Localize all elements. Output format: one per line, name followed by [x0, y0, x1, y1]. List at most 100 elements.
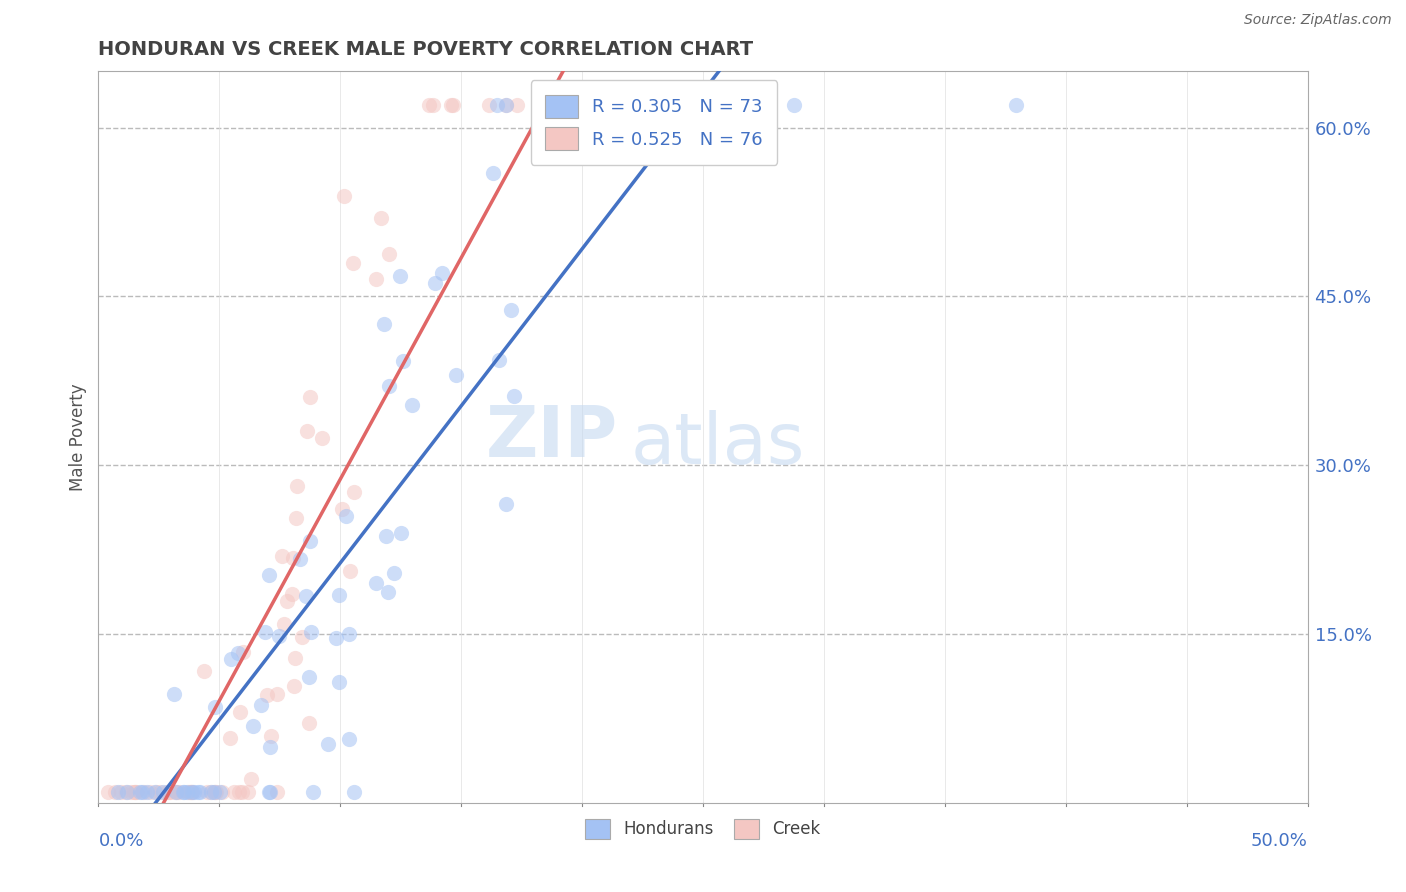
Point — [281, 550, 304, 565]
Point — [250, 698, 273, 713]
Point — [495, 98, 517, 112]
Point — [382, 566, 405, 580]
Point — [219, 731, 242, 745]
Point — [392, 354, 415, 368]
Point — [125, 784, 148, 798]
Legend: Hondurans, Creek: Hondurans, Creek — [579, 812, 827, 846]
Y-axis label: Male Poverty: Male Poverty — [69, 384, 87, 491]
Point — [364, 576, 387, 591]
Point — [270, 549, 292, 563]
Point — [259, 784, 281, 798]
Point — [294, 589, 316, 603]
Point — [343, 784, 366, 798]
Point — [291, 630, 314, 644]
Point — [131, 784, 153, 798]
Point — [602, 98, 624, 112]
Point — [375, 528, 398, 542]
Point — [298, 716, 321, 731]
Point — [253, 625, 276, 640]
Point — [267, 630, 290, 644]
Point — [378, 247, 401, 261]
Point — [120, 784, 142, 798]
Point — [204, 700, 226, 714]
Point — [325, 631, 347, 645]
Point — [231, 784, 253, 798]
Point — [197, 784, 219, 798]
Point — [332, 189, 354, 203]
Point — [204, 784, 226, 798]
Point — [506, 98, 529, 112]
Point — [575, 98, 598, 112]
Point — [389, 269, 412, 284]
Point — [607, 98, 630, 112]
Point — [482, 166, 505, 180]
Point — [179, 784, 201, 798]
Point — [259, 784, 281, 798]
Text: HONDURAN VS CREEK MALE POVERTY CORRELATION CHART: HONDURAN VS CREEK MALE POVERTY CORRELATI… — [98, 39, 754, 59]
Point — [242, 719, 264, 733]
Point — [488, 353, 510, 368]
Point — [499, 302, 522, 317]
Point — [423, 276, 446, 290]
Point — [337, 732, 360, 747]
Point — [373, 317, 395, 331]
Point — [211, 784, 233, 798]
Point — [239, 772, 262, 786]
Point — [163, 686, 186, 700]
Point — [589, 98, 612, 112]
Point — [439, 98, 461, 112]
Point — [257, 567, 280, 582]
Point — [229, 706, 252, 720]
Point — [180, 784, 202, 798]
Text: atlas: atlas — [630, 410, 804, 479]
Point — [529, 98, 551, 112]
Point — [266, 784, 288, 798]
Point — [285, 478, 308, 492]
Point — [339, 564, 361, 578]
Point — [328, 588, 350, 602]
Point — [302, 784, 325, 798]
Point — [377, 585, 399, 599]
Point — [700, 98, 723, 112]
Point — [401, 398, 423, 412]
Point — [135, 784, 157, 798]
Point — [418, 98, 440, 112]
Point — [571, 98, 593, 112]
Point — [342, 256, 364, 270]
Point — [335, 508, 357, 523]
Point — [364, 272, 387, 286]
Point — [155, 784, 177, 798]
Point — [172, 784, 194, 798]
Point — [582, 98, 605, 112]
Point — [202, 784, 225, 798]
Point — [370, 211, 392, 225]
Point — [1005, 98, 1028, 112]
Point — [110, 784, 132, 798]
Point — [478, 98, 501, 112]
Point — [157, 784, 180, 798]
Point — [299, 534, 322, 549]
Text: Source: ZipAtlas.com: Source: ZipAtlas.com — [1244, 13, 1392, 28]
Point — [295, 425, 318, 439]
Point — [576, 98, 599, 112]
Point — [284, 651, 307, 665]
Point — [343, 485, 366, 500]
Point — [208, 784, 231, 798]
Point — [783, 98, 806, 112]
Point — [143, 784, 166, 798]
Point — [260, 729, 283, 743]
Text: ZIP: ZIP — [486, 402, 619, 472]
Point — [163, 784, 186, 798]
Point — [259, 739, 281, 754]
Point — [124, 784, 146, 798]
Point — [495, 497, 517, 511]
Point — [190, 784, 212, 798]
Point — [575, 98, 598, 112]
Point — [228, 784, 250, 798]
Point — [232, 644, 254, 658]
Point — [165, 784, 187, 798]
Point — [104, 784, 127, 798]
Point — [149, 784, 172, 798]
Point — [132, 784, 155, 798]
Point — [266, 687, 288, 701]
